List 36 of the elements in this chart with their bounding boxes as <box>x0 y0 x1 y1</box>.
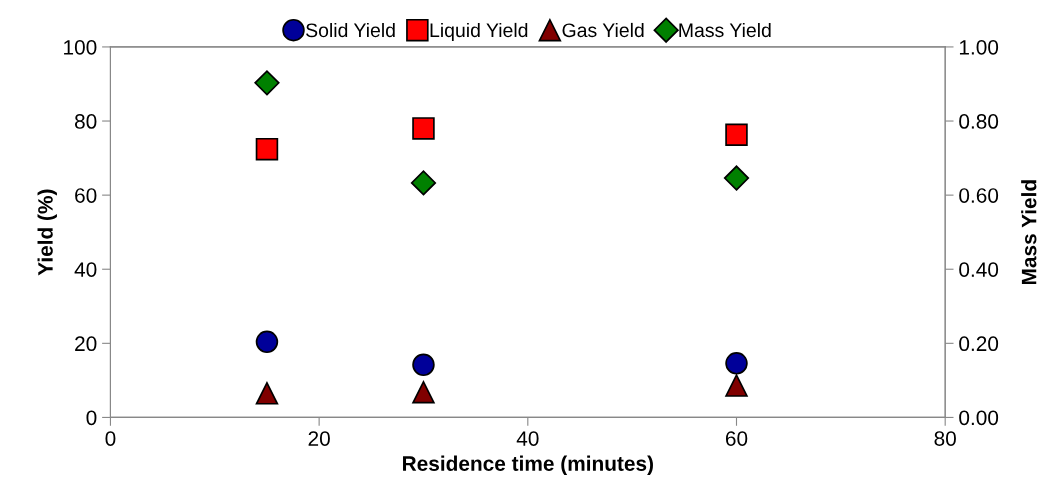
x-tick-label: 0 <box>105 431 116 446</box>
y2-tick-label: 0.00 <box>959 410 999 426</box>
point <box>255 330 279 354</box>
x-tick-label: 20 <box>308 431 330 446</box>
point <box>725 123 748 146</box>
y-tick-label: 40 <box>74 262 97 277</box>
point <box>255 137 279 161</box>
point <box>410 170 437 196</box>
point <box>723 165 750 191</box>
legend-label: Mass Yield <box>679 22 771 38</box>
legend-label: Liquid Yield <box>430 22 528 41</box>
point <box>254 70 280 96</box>
y2-tick-label: 0.20 <box>959 336 999 352</box>
y-tick-label: 100 <box>64 39 97 55</box>
legend-label: Solid Yield <box>306 22 395 38</box>
y-axis-title: Yield (%) <box>37 189 57 276</box>
x-axis-title: Residence time (minutes) <box>403 455 653 476</box>
y-tick-label: 20 <box>75 336 97 352</box>
legend-label: Gas Yield <box>562 22 644 38</box>
y2-tick-label: 0.80 <box>959 114 999 129</box>
point <box>412 117 435 140</box>
point <box>725 374 748 397</box>
y-tick-label: 80 <box>74 114 97 129</box>
y2-tick-label: 0.60 <box>959 188 999 203</box>
y2-tick-label: 1.00 <box>959 39 999 55</box>
x-tick-label: 80 <box>934 431 956 446</box>
point <box>255 382 279 405</box>
point <box>412 353 435 377</box>
point <box>412 380 435 404</box>
y2-tick-label: 0.40 <box>959 262 999 277</box>
y2-axis-title: Mass Yield <box>1021 180 1037 285</box>
point <box>725 352 748 375</box>
y-tick-label: 60 <box>75 188 97 203</box>
x-tick-label: 60 <box>725 431 748 446</box>
x-tick-label: 40 <box>516 431 539 446</box>
y-tick-label: 0 <box>86 410 97 426</box>
